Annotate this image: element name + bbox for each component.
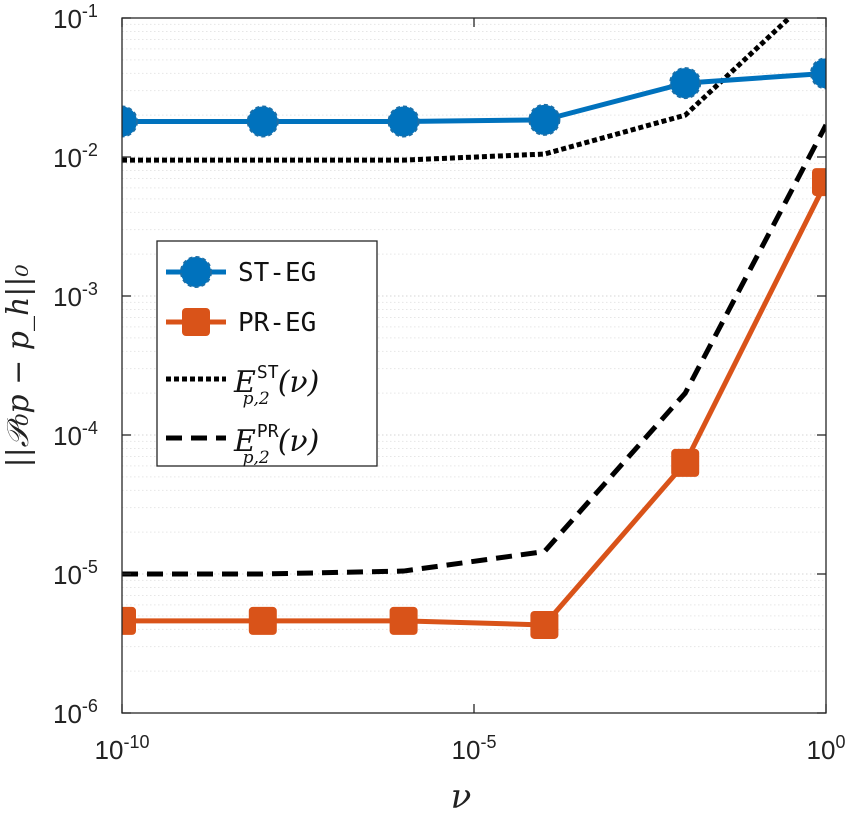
y-tick-exp: -2 <box>82 140 98 160</box>
data-point <box>246 105 279 138</box>
series-eppr <box>122 123 826 577</box>
y-tick-label: 10-6 <box>53 696 98 729</box>
y-tick-exp: -4 <box>82 418 98 438</box>
x-tick-base: 10 <box>95 735 124 765</box>
legend-e-pr-sub: p,2 <box>243 448 270 468</box>
y-tick-label: 10-1 <box>53 1 98 34</box>
ticks: 10-610-510-410-310-210-110-10 10-5 100 <box>53 1 845 765</box>
x-tick-base: 10 <box>452 735 481 765</box>
y-tick-label: 10-4 <box>53 418 98 451</box>
x-tick-base: 10 <box>807 735 836 765</box>
x-tick-exp: 0 <box>835 732 845 752</box>
y-tick-label: 10-3 <box>53 279 98 312</box>
legend-e-st-sup: ST <box>257 362 279 383</box>
data-point <box>669 67 702 100</box>
data-point <box>122 606 136 635</box>
legend-e-pr-sup: PR <box>257 421 279 442</box>
x-tick-label: 10-5 <box>452 732 497 765</box>
legend-e-st-arg: (ν) <box>278 365 320 400</box>
series-line <box>122 180 826 628</box>
y-tick-base: 10 <box>53 560 82 590</box>
legend-st-eg-label: ST-EG <box>238 258 316 288</box>
series-steg <box>122 57 826 138</box>
series-line <box>122 70 826 125</box>
legend-e-pr-arg: (ν) <box>278 424 320 459</box>
data-point <box>671 448 700 477</box>
legend: ST-EG PR-EG EST p,2 (ν) EPR p,2 (ν) <box>156 240 378 468</box>
data-point <box>530 610 559 639</box>
y-tick-label: 10-5 <box>53 557 98 590</box>
series-layer <box>122 18 826 639</box>
legend-e-pr-label: EPR p,2 (ν) <box>233 421 319 468</box>
y-tick-base: 10 <box>53 143 82 173</box>
legend-st-eg-marker <box>180 256 212 288</box>
data-point <box>812 168 826 197</box>
y-tick-base: 10 <box>53 282 82 312</box>
series-line <box>122 123 826 577</box>
legend-e-st-label: EST p,2 (ν) <box>233 362 319 409</box>
y-tick-exp: -6 <box>82 696 98 716</box>
x-tick-exp: -5 <box>480 732 496 752</box>
data-point <box>248 606 277 635</box>
data-point <box>810 57 826 90</box>
x-tick-label: 100 <box>807 732 846 765</box>
data-point <box>122 105 138 138</box>
series-epst <box>122 18 791 163</box>
x-axis-label: ν <box>451 777 472 816</box>
y-axis-label: ||𝒫₀p − p_h||₀ <box>1 264 36 467</box>
legend-e-st-main: E <box>233 365 256 400</box>
y-tick-label: 10-2 <box>53 140 98 173</box>
y-tick-exp: -3 <box>82 279 98 299</box>
data-point <box>389 606 418 635</box>
legend-e-st-sub: p,2 <box>243 389 270 409</box>
legend-pr-eg-marker <box>182 308 210 336</box>
series-preg <box>122 168 826 639</box>
y-tick-base: 10 <box>53 421 82 451</box>
y-tick-base: 10 <box>53 699 82 729</box>
x-tick-label: 10-10 <box>95 732 150 765</box>
data-point <box>528 103 561 136</box>
legend-pr-eg-label: PR-EG <box>238 308 316 338</box>
y-tick-exp: -5 <box>82 557 98 577</box>
series-line <box>122 18 791 163</box>
y-tick-base: 10 <box>53 4 82 34</box>
x-tick-exp: -10 <box>123 732 149 752</box>
y-tick-exp: -1 <box>82 1 98 21</box>
data-point <box>387 105 420 138</box>
legend-e-pr-main: E <box>233 424 256 459</box>
